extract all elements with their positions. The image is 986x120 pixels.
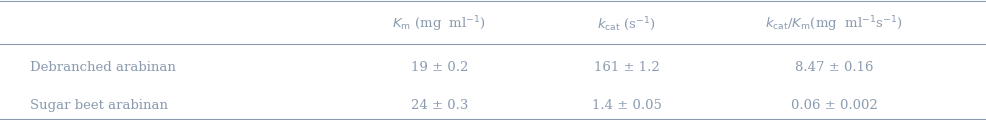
Text: 161 ± 1.2: 161 ± 1.2 — [594, 61, 659, 74]
Text: 24 ± 0.3: 24 ± 0.3 — [410, 99, 467, 112]
Text: 19 ± 0.2: 19 ± 0.2 — [410, 61, 467, 74]
Text: $k_{\mathrm{cat}}$ (s$^{-1}$): $k_{\mathrm{cat}}$ (s$^{-1}$) — [597, 15, 656, 33]
Text: Debranched arabinan: Debranched arabinan — [30, 61, 176, 74]
Text: 1.4 ± 0.05: 1.4 ± 0.05 — [592, 99, 661, 112]
Text: 8.47 ± 0.16: 8.47 ± 0.16 — [794, 61, 873, 74]
Text: $k_{\mathrm{cat}}/K_{\mathrm{m}}$(mg  ml$^{-1}$s$^{-1}$): $k_{\mathrm{cat}}/K_{\mathrm{m}}$(mg ml$… — [764, 14, 902, 34]
Text: $K_{\mathrm{m}}$ (mg  ml$^{-1}$): $K_{\mathrm{m}}$ (mg ml$^{-1}$) — [391, 14, 486, 34]
Text: 0.06 ± 0.002: 0.06 ± 0.002 — [790, 99, 877, 112]
Text: Sugar beet arabinan: Sugar beet arabinan — [30, 99, 168, 112]
